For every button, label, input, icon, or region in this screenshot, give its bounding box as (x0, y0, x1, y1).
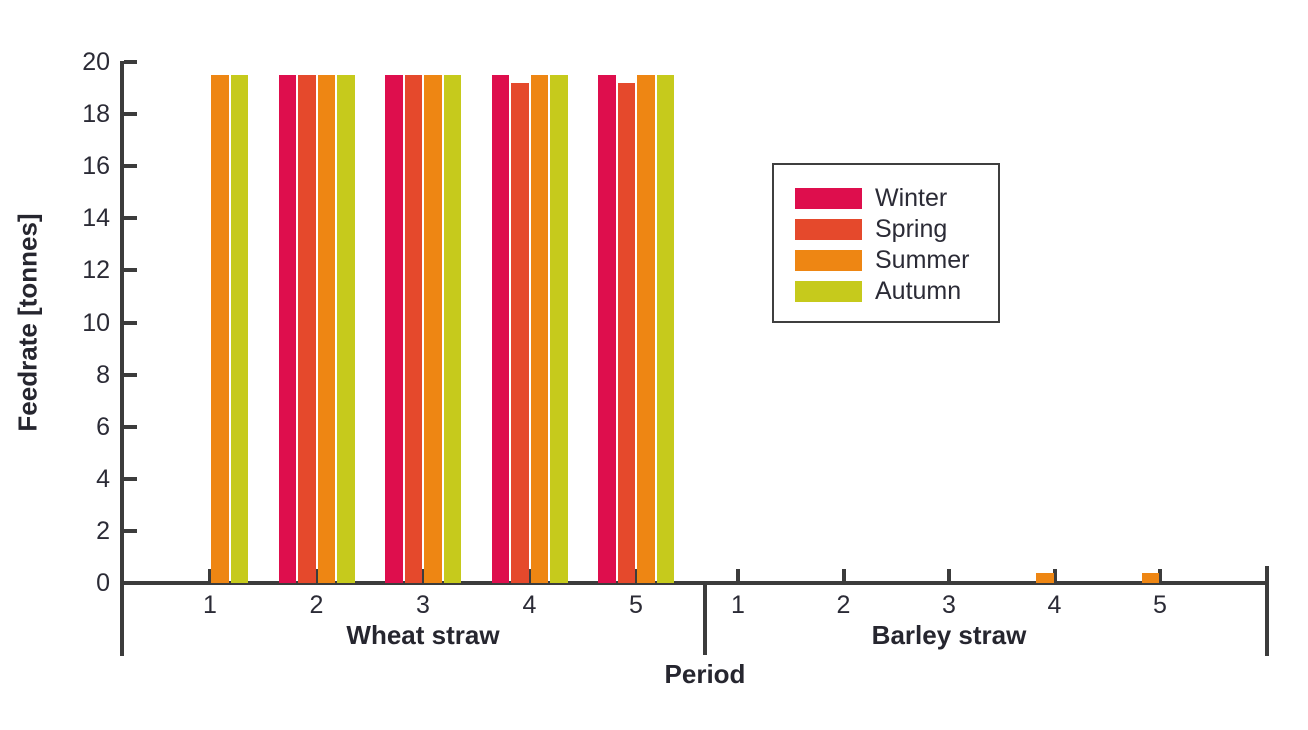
bar-autumn-wheat-p2 (337, 75, 355, 583)
y-axis-line (120, 61, 124, 656)
legend-entry-summer: Summer (795, 246, 998, 274)
x-axis-group-label: 1 (203, 591, 217, 619)
x-axis-group-tick (947, 569, 951, 583)
legend-entry-winter: Winter (795, 184, 998, 212)
y-axis-tick (124, 112, 137, 117)
section-label-wheat-straw: Wheat straw (346, 620, 500, 650)
y-axis-tick-label: 10 (82, 308, 110, 337)
x-axis-group-label: 2 (836, 591, 851, 619)
x-axis-group-label: 3 (942, 591, 956, 619)
x-axis-group-label: 4 (1047, 591, 1062, 619)
section-divider-line (703, 583, 707, 655)
y-axis-tick (124, 581, 137, 585)
legend-entry-spring: Spring (795, 215, 998, 243)
x-axis-group-tick (527, 569, 532, 583)
x-axis-group-label: 2 (309, 591, 324, 619)
bar-spring-wheat-p2 (298, 75, 316, 583)
y-axis-tick (124, 320, 137, 325)
bar-summer-wheat-p1 (211, 75, 229, 583)
x-axis-group-tick (841, 569, 846, 583)
legend-label-summer: Summer (875, 246, 970, 274)
bar-summer-barley-p4 (1036, 572, 1054, 583)
x-axis-group-tick (1052, 569, 1057, 583)
bar-autumn-wheat-p4 (550, 75, 568, 583)
y-axis-tick-label: 14 (82, 204, 110, 233)
bar-spring-wheat-p5 (617, 82, 635, 583)
legend-swatch-autumn (795, 281, 862, 302)
x-axis-group-tick (634, 569, 638, 583)
y-axis-tick-label: 2 (96, 516, 110, 545)
bar-summer-wheat-p3 (424, 75, 442, 583)
y-axis-tick (124, 476, 137, 481)
y-axis-tick-label: 6 (96, 412, 110, 441)
y-axis-tick (124, 164, 137, 169)
x-axis-group-tick (736, 569, 740, 583)
x-axis-group-label: 5 (629, 591, 643, 619)
y-axis-tick (124, 372, 137, 377)
legend-swatch-summer (795, 250, 862, 271)
y-axis-tick (124, 216, 137, 221)
legend-label-winter: Winter (875, 184, 948, 212)
bar-winter-wheat-p3 (385, 75, 403, 583)
y-axis-tick-label: 18 (82, 100, 110, 129)
y-axis-tick-label: 0 (96, 569, 110, 597)
y-axis-tick-label: 8 (96, 360, 110, 389)
legend-label-spring: Spring (875, 215, 948, 243)
y-axis-tick-label: 12 (82, 256, 110, 285)
bar-summer-wheat-p4 (530, 75, 548, 583)
x-axis-line (120, 581, 1269, 585)
legend-swatch-spring (795, 219, 862, 240)
bar-summer-wheat-p2 (317, 75, 335, 583)
legend: Winter Spring Summer Autumn (772, 163, 1000, 323)
y-axis-tick (124, 268, 137, 273)
legend-swatch-winter (795, 188, 862, 209)
y-axis-title: Feedrate [tonnes] (12, 213, 43, 432)
x-axis-group-label: 1 (731, 591, 745, 619)
bar-autumn-wheat-p3 (443, 75, 461, 583)
bar-summer-barley-p5 (1141, 572, 1159, 583)
legend-entry-autumn: Autumn (795, 277, 998, 305)
x-axis-group-tick (208, 569, 212, 583)
bar-autumn-wheat-p5 (656, 75, 674, 583)
y-axis-tick-label: 4 (96, 464, 110, 493)
section-label-barley-straw: Barley straw (871, 620, 1027, 650)
x-axis-group-label: 3 (416, 591, 430, 619)
bar-autumn-wheat-p1 (230, 75, 248, 583)
bar-winter-wheat-p2 (278, 75, 296, 583)
x-axis-group-tick (314, 569, 319, 583)
x-axis-title: Period (664, 659, 746, 689)
legend-label-autumn: Autumn (875, 277, 962, 305)
x-axis-group-tick (1158, 569, 1162, 583)
bar-winter-wheat-p4 (491, 75, 509, 583)
y-axis-tick-label: 20 (82, 48, 110, 76)
x-axis-group-label: 4 (522, 591, 537, 619)
bar-winter-wheat-p5 (598, 75, 616, 583)
axis-right-end-line (1265, 566, 1269, 656)
x-axis-group-label: 5 (1153, 591, 1167, 619)
y-axis-tick-label: 16 (82, 152, 110, 181)
bar-spring-wheat-p4 (511, 82, 529, 583)
bar-spring-wheat-p3 (404, 75, 422, 583)
x-axis-group-tick (421, 569, 425, 583)
y-axis-tick (124, 528, 137, 533)
y-axis-tick (124, 60, 137, 64)
y-axis-tick (124, 424, 137, 429)
bar-summer-wheat-p5 (637, 75, 655, 583)
